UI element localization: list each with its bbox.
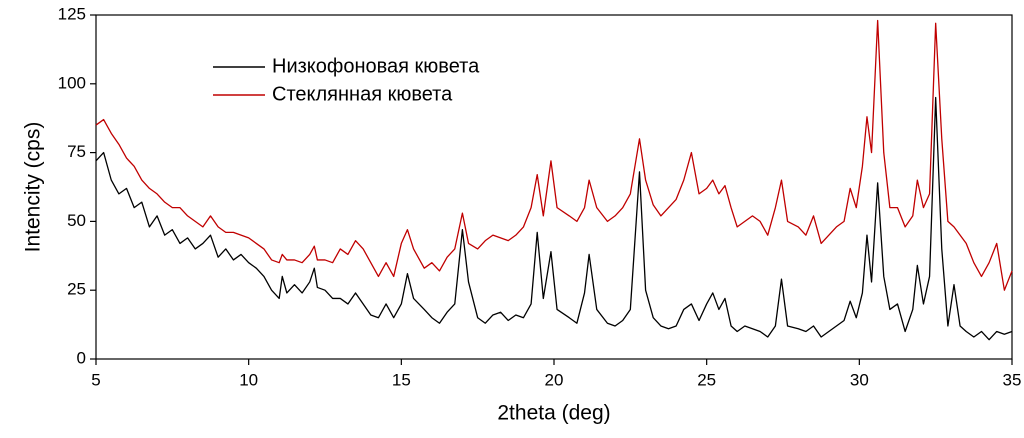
data-line bbox=[95, 96, 1013, 341]
y-tick-label: 100 bbox=[58, 73, 86, 92]
y-tick-label: 75 bbox=[67, 142, 86, 161]
y-tick-label: 125 bbox=[58, 4, 86, 23]
x-tick-label: 15 bbox=[392, 370, 411, 389]
x-tick-label: 10 bbox=[239, 370, 258, 389]
y-tick-label: 50 bbox=[67, 211, 86, 230]
y-tick-label: 25 bbox=[67, 280, 86, 299]
x-axis-label: 2theta (deg) bbox=[497, 402, 610, 425]
x-tick-label: 25 bbox=[697, 370, 716, 389]
x-tick-label: 30 bbox=[850, 370, 869, 389]
legend-label: Низкофоновая кювета bbox=[272, 55, 480, 77]
y-axis-label: Intencity (cps) bbox=[22, 122, 45, 253]
x-tick-label: 5 bbox=[91, 370, 100, 389]
legend-label: Стеклянная кювета bbox=[272, 83, 453, 105]
y-tick-label: 0 bbox=[77, 348, 86, 367]
x-tick-label: 35 bbox=[1003, 370, 1022, 389]
data-line bbox=[95, 19, 1013, 291]
x-tick-label: 20 bbox=[545, 370, 564, 389]
